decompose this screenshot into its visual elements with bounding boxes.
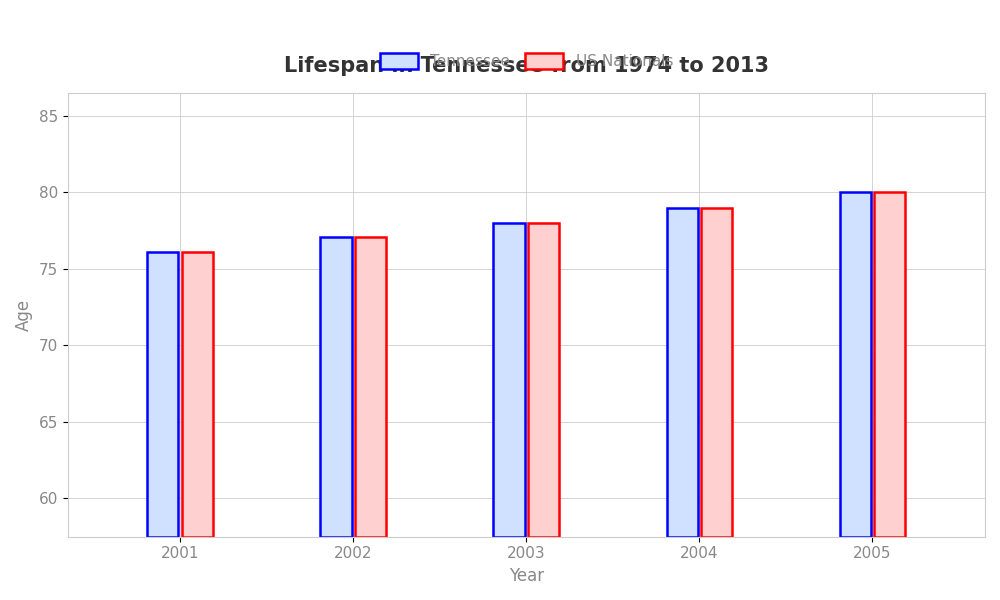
Bar [528,223,559,537]
Bar [840,193,871,537]
Bar [355,236,386,537]
Bar [182,252,213,537]
Title: Lifespan in Tennessee from 1974 to 2013: Lifespan in Tennessee from 1974 to 2013 [284,56,769,76]
Y-axis label: Age: Age [15,299,33,331]
X-axis label: Year: Year [509,567,544,585]
Bar [701,208,732,537]
Bar [147,252,178,537]
Bar [667,208,698,537]
Bar [320,236,352,537]
Bar [493,223,525,537]
Legend: Tennessee, US Nationals: Tennessee, US Nationals [373,47,679,76]
Bar [874,193,905,537]
